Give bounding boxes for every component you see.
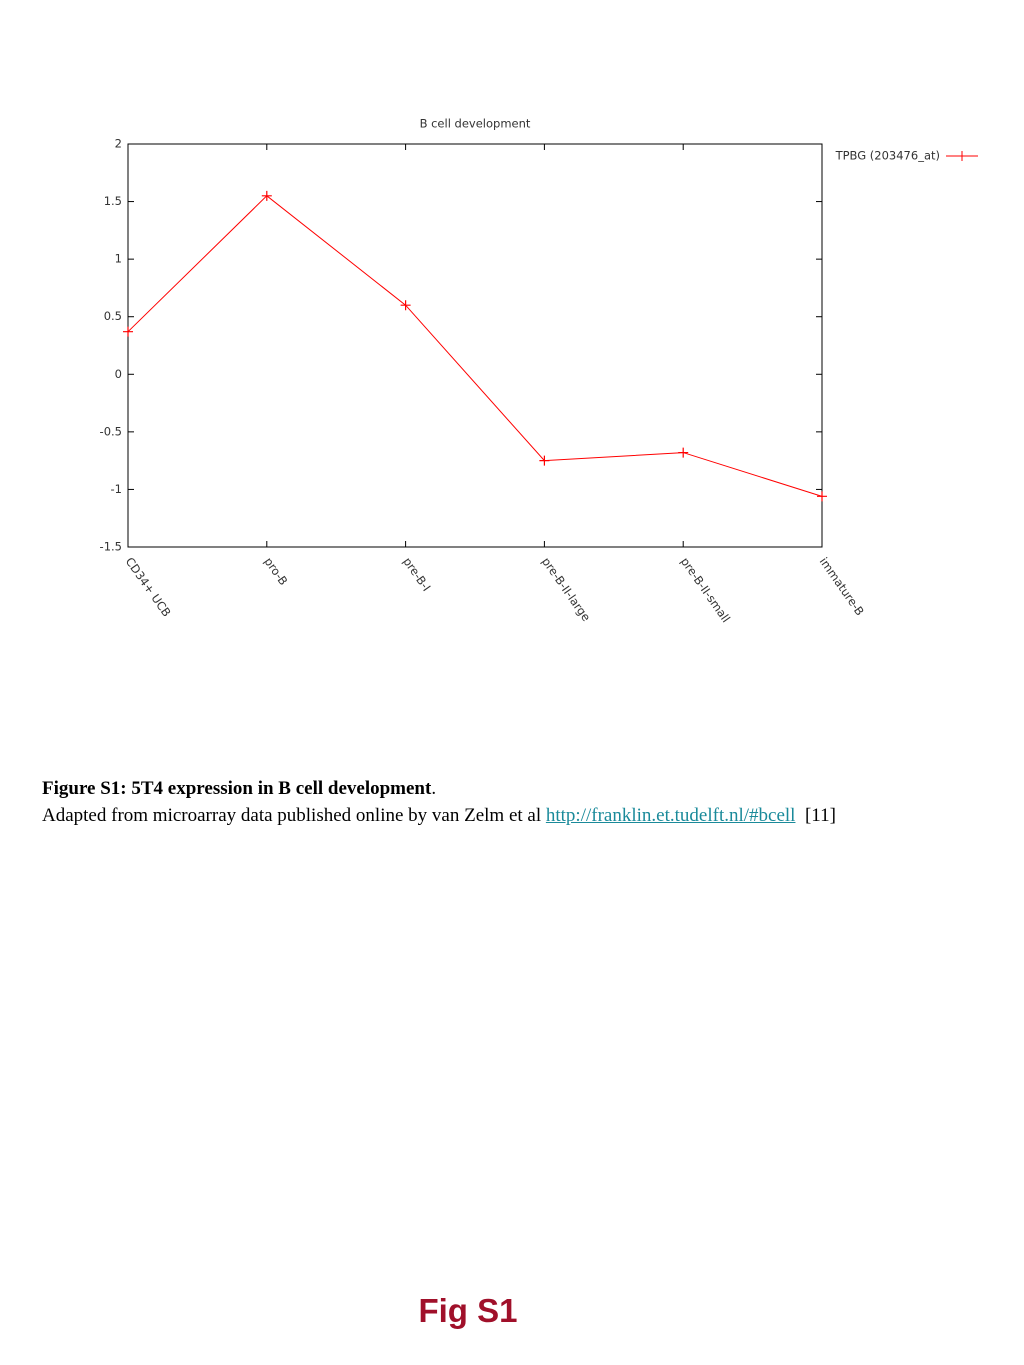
caption-title-end: . (431, 778, 437, 799)
x-tick-label: CD34+ UCB (123, 555, 174, 620)
caption-reference: [11] (804, 805, 836, 826)
footer-label: Fig S1 (418, 1292, 518, 1329)
y-tick-label: 0 (115, 367, 122, 381)
point-marker (123, 326, 133, 337)
chart: B cell development -1.5 -1 -0.5 0 0.5 1 1.5 2 CD… (100, 117, 978, 625)
point-marker (678, 447, 689, 458)
plot-frame (127, 143, 823, 548)
caption-text: Adapted from microarray data published o… (42, 805, 542, 826)
point-marker (261, 190, 272, 201)
caption-title: Figure S1: 5T4 expression in B cell deve… (42, 778, 432, 799)
x-tick-label: pre-B-I (400, 555, 433, 594)
y-tick-label: 0.5 (104, 309, 122, 323)
x-tick-label: pre-B-II-small (678, 555, 733, 625)
point-marker (539, 455, 550, 466)
caption-link[interactable]: http://franklin.et.tudelft.nl/#bcell (545, 805, 796, 826)
y-tick-label: -0.5 (100, 424, 122, 438)
x-tick-label: pro-B (261, 555, 290, 588)
caption-line-1: Figure S1: 5T4 expression in B cell deve… (42, 778, 436, 800)
y-tick-label: 2 (115, 137, 122, 151)
y-tick-label: -1 (111, 482, 122, 496)
y-tick-label: -1.5 (100, 540, 122, 554)
x-tick-label: immature-B (817, 555, 867, 619)
chart-title: B cell development (420, 117, 531, 131)
legend-label: TPBG (203476_at) (835, 149, 940, 163)
point-marker (817, 491, 827, 502)
x-tick-label: pre-B-II-large (539, 555, 593, 624)
series-line (127, 195, 823, 497)
y-tick-label: 1.5 (104, 194, 122, 208)
caption-line-2: Adapted from microarray data published o… (42, 805, 836, 827)
y-tick-label: 1 (115, 252, 122, 266)
point-marker (400, 300, 411, 311)
